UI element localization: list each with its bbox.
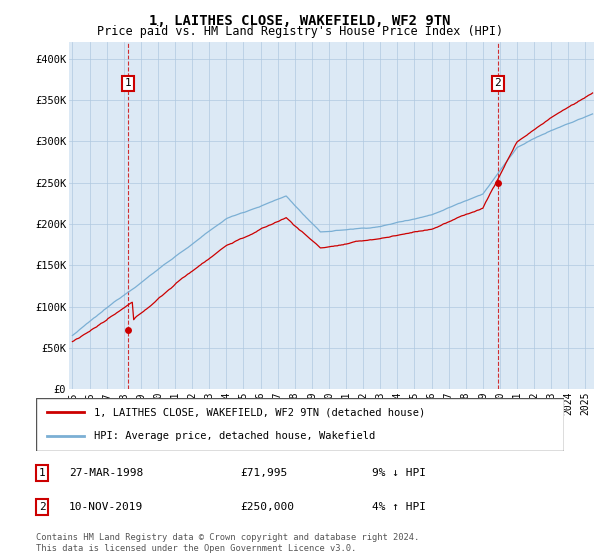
FancyBboxPatch shape [36,398,564,451]
Text: 1: 1 [124,78,131,88]
Text: Contains HM Land Registry data © Crown copyright and database right 2024.
This d: Contains HM Land Registry data © Crown c… [36,533,419,553]
Text: 10-NOV-2019: 10-NOV-2019 [69,502,143,512]
Text: Price paid vs. HM Land Registry's House Price Index (HPI): Price paid vs. HM Land Registry's House … [97,25,503,38]
Text: 4% ↑ HPI: 4% ↑ HPI [372,502,426,512]
Text: 1, LAITHES CLOSE, WAKEFIELD, WF2 9TN: 1, LAITHES CLOSE, WAKEFIELD, WF2 9TN [149,14,451,28]
Text: 2: 2 [494,78,501,88]
Text: 27-MAR-1998: 27-MAR-1998 [69,468,143,478]
Text: 1, LAITHES CLOSE, WAKEFIELD, WF2 9TN (detached house): 1, LAITHES CLOSE, WAKEFIELD, WF2 9TN (de… [94,408,425,418]
Text: 2: 2 [38,502,46,512]
Text: 9% ↓ HPI: 9% ↓ HPI [372,468,426,478]
Text: £250,000: £250,000 [240,502,294,512]
Text: £71,995: £71,995 [240,468,287,478]
Text: 1: 1 [38,468,46,478]
Text: HPI: Average price, detached house, Wakefield: HPI: Average price, detached house, Wake… [94,431,376,441]
